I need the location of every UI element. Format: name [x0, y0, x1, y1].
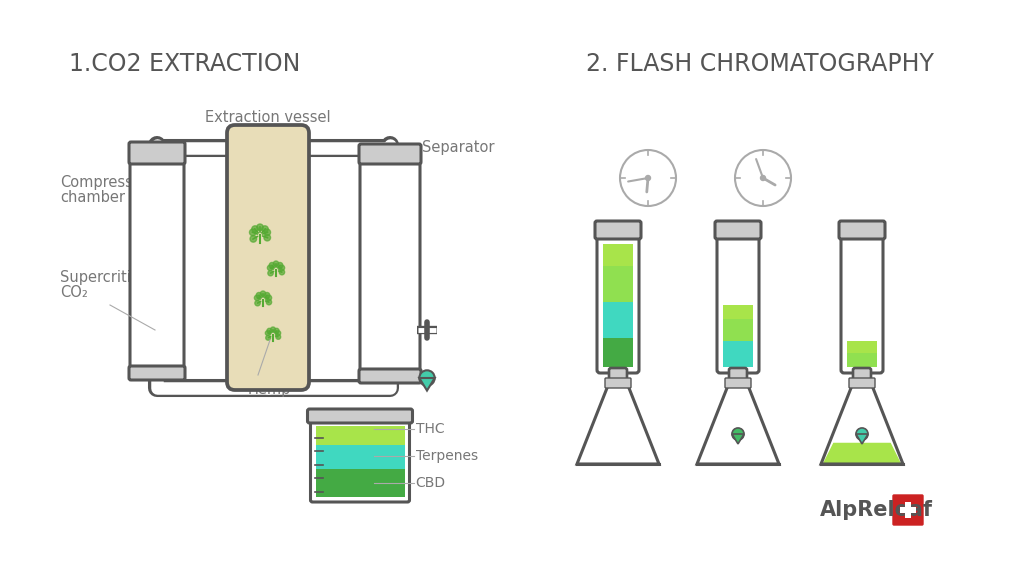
Circle shape [264, 234, 270, 241]
FancyBboxPatch shape [595, 221, 641, 239]
Circle shape [269, 263, 274, 268]
Circle shape [254, 295, 260, 301]
Bar [366, 286, 414, 328]
Circle shape [265, 331, 270, 335]
Circle shape [268, 271, 273, 276]
FancyBboxPatch shape [359, 144, 421, 164]
Text: Compression: Compression [60, 175, 156, 190]
FancyBboxPatch shape [307, 409, 413, 423]
Text: CO₂: CO₂ [60, 285, 88, 300]
Text: 2. FLASH CHROMATOGRAPHY: 2. FLASH CHROMATOGRAPHY [586, 52, 934, 76]
Circle shape [280, 269, 285, 275]
FancyBboxPatch shape [359, 369, 421, 383]
Bar [603, 302, 633, 338]
Circle shape [620, 150, 676, 206]
Bar [900, 507, 915, 513]
Bar [603, 338, 633, 367]
Bar [366, 208, 414, 248]
Circle shape [273, 261, 279, 267]
FancyBboxPatch shape [605, 378, 631, 388]
Circle shape [275, 331, 281, 335]
Polygon shape [856, 434, 868, 444]
Bar [366, 328, 414, 372]
Bar [905, 503, 910, 518]
FancyBboxPatch shape [893, 495, 923, 525]
Circle shape [257, 224, 263, 231]
FancyBboxPatch shape [849, 378, 874, 388]
Text: Hemp: Hemp [248, 382, 292, 397]
Bar [315, 445, 404, 469]
Bar [723, 341, 753, 367]
Circle shape [267, 328, 271, 333]
Circle shape [264, 229, 270, 235]
Text: CBD: CBD [416, 476, 445, 490]
Polygon shape [732, 434, 744, 444]
Text: Terpenes: Terpenes [416, 449, 477, 463]
Polygon shape [419, 378, 435, 391]
FancyBboxPatch shape [725, 378, 751, 388]
Bar [135, 289, 179, 370]
FancyBboxPatch shape [609, 368, 627, 385]
Text: 1.CO2 EXTRACTION: 1.CO2 EXTRACTION [70, 52, 301, 76]
Circle shape [419, 370, 435, 385]
FancyBboxPatch shape [129, 366, 185, 380]
Text: chamber: chamber [60, 190, 125, 205]
Circle shape [280, 265, 285, 271]
FancyBboxPatch shape [360, 145, 420, 378]
Circle shape [735, 150, 791, 206]
FancyBboxPatch shape [129, 142, 185, 164]
Bar [366, 248, 414, 286]
Bar [847, 353, 877, 367]
Text: Supercritical: Supercritical [60, 270, 152, 285]
Circle shape [645, 175, 650, 181]
FancyBboxPatch shape [853, 368, 871, 385]
Text: AlpReleaf: AlpReleaf [820, 500, 933, 520]
Circle shape [266, 295, 271, 301]
Circle shape [267, 265, 272, 271]
FancyBboxPatch shape [227, 125, 309, 390]
Circle shape [264, 293, 269, 298]
Bar [723, 319, 753, 341]
FancyBboxPatch shape [839, 221, 885, 239]
Bar [847, 341, 877, 353]
Text: Separator: Separator [422, 140, 495, 155]
Circle shape [250, 235, 257, 242]
FancyBboxPatch shape [130, 145, 184, 375]
Circle shape [732, 428, 744, 440]
Bar [603, 265, 633, 302]
FancyBboxPatch shape [729, 368, 746, 385]
Circle shape [266, 299, 271, 305]
Bar [723, 305, 753, 319]
Polygon shape [822, 443, 901, 464]
Circle shape [856, 428, 868, 440]
Circle shape [761, 175, 766, 181]
Circle shape [262, 226, 268, 233]
Circle shape [266, 335, 270, 340]
Circle shape [270, 327, 275, 332]
Bar [603, 243, 633, 265]
Text: Extraction vessel: Extraction vessel [205, 110, 331, 125]
Circle shape [255, 301, 260, 306]
Circle shape [252, 226, 258, 233]
Circle shape [256, 293, 262, 298]
Bar [315, 426, 404, 445]
FancyBboxPatch shape [715, 221, 761, 239]
Bar [315, 469, 404, 497]
Text: THC: THC [416, 422, 444, 436]
Circle shape [250, 229, 256, 235]
Circle shape [278, 263, 283, 268]
Circle shape [275, 335, 281, 339]
Circle shape [260, 291, 265, 297]
Circle shape [274, 328, 279, 333]
